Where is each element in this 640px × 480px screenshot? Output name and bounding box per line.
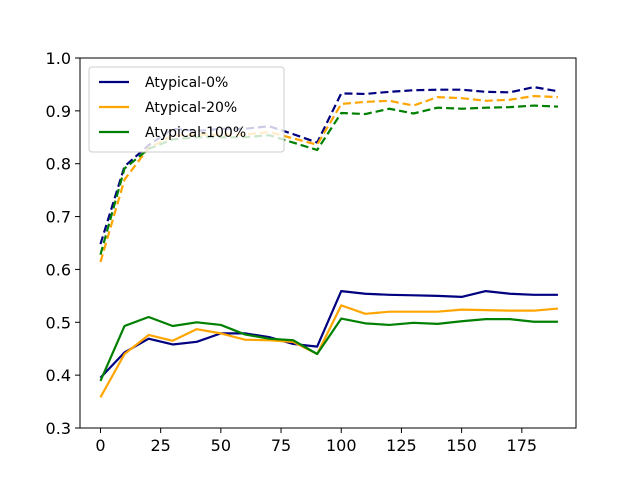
plot-frame — [79, 57, 577, 429]
y-tick-label: 0.6 — [46, 260, 71, 279]
series-line-2-solid — [99, 315, 558, 382]
y-axis: 0.3 0.4 0.5 0.6 0.7 0.8 0.9 1.0 — [46, 49, 80, 438]
x-tick-label: 50 — [211, 436, 231, 455]
x-tick-label: 175 — [507, 436, 538, 455]
legend-label: Atypical-20% — [145, 100, 237, 116]
x-tick-label: 100 — [326, 436, 357, 455]
series-line-0-solid — [99, 290, 558, 379]
series-line-1-solid — [99, 304, 559, 398]
y-tick-label: 0.8 — [46, 155, 71, 174]
y-tick-label: 0.3 — [46, 419, 71, 438]
y-tick-label: 0.4 — [46, 366, 71, 385]
y-tick-label: 0.9 — [46, 102, 71, 121]
x-tick-label: 75 — [271, 436, 291, 455]
x-tick-label: 0 — [95, 436, 105, 455]
y-tick-label: 0.7 — [46, 208, 71, 227]
x-tick-label: 125 — [386, 436, 417, 455]
legend-label: Atypical-0% — [145, 75, 228, 91]
legend-box — [88, 66, 285, 153]
x-axis: 0 25 50 75 100 125 150 175 — [95, 428, 537, 455]
legend: Atypical-0% Atypical-20% Atypical-100% — [88, 66, 285, 153]
x-tick-label: 25 — [150, 436, 170, 455]
x-tick-label: 150 — [446, 436, 477, 455]
y-tick-label: 1.0 — [46, 49, 71, 68]
y-tick-label: 0.5 — [46, 313, 71, 332]
legend-label: Atypical-100% — [145, 125, 246, 141]
